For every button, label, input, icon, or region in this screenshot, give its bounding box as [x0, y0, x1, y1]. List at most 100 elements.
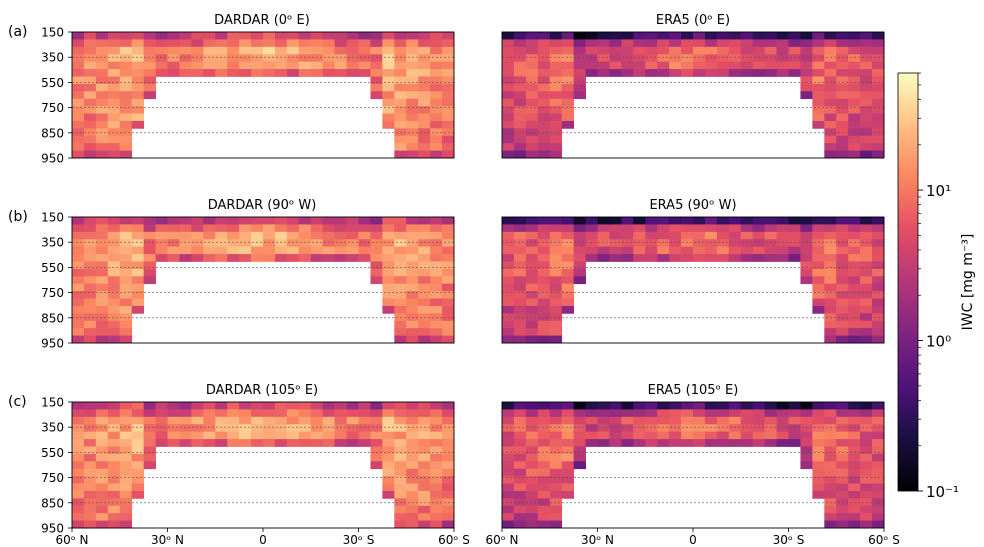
heatmap-cell	[72, 402, 85, 410]
heatmap-cell	[872, 224, 885, 233]
heatmap-cell	[418, 61, 431, 70]
heatmap-cell	[382, 446, 395, 455]
heatmap-cell	[848, 505, 861, 514]
heatmap-cell	[119, 513, 133, 521]
heatmap-cell	[394, 98, 407, 107]
heatmap-cell	[502, 106, 515, 114]
heatmap-cell	[382, 468, 395, 477]
heatmap-cell	[346, 246, 359, 255]
heatmap-cell	[72, 128, 85, 137]
heatmap-cell	[346, 231, 359, 240]
heatmap-cell	[95, 135, 109, 144]
heatmap-cell	[131, 61, 145, 70]
heatmap-cell	[227, 246, 240, 255]
heatmap-cell	[406, 453, 419, 462]
heatmap-cell	[812, 483, 825, 492]
title-dardar-105e: DARDAR (105ᵒ E)	[206, 383, 318, 398]
heatmap-cell	[752, 246, 766, 255]
heatmap-cell	[107, 128, 121, 137]
heatmap-cell	[274, 217, 288, 225]
heatmap-cell	[310, 231, 324, 240]
heatmap-cell	[561, 409, 575, 418]
heatmap-cell	[561, 461, 575, 470]
heatmap-cell	[860, 424, 873, 433]
heatmap-cell	[179, 254, 192, 262]
heatmap-cell	[358, 224, 371, 233]
heatmap-cell	[836, 32, 849, 40]
heatmap-cell	[609, 424, 622, 433]
heatmap-cell	[131, 69, 145, 77]
heatmap-cell	[191, 246, 204, 255]
heatmap-cell	[72, 490, 85, 499]
heatmap-cell	[430, 520, 443, 529]
heatmap-cell	[609, 239, 622, 248]
heatmap-cell	[549, 239, 563, 248]
heatmap-cell	[107, 298, 121, 307]
heatmap-cell	[310, 239, 324, 248]
heatmap-cell	[693, 239, 706, 248]
heatmap-cell	[131, 291, 145, 299]
heatmap-cell	[848, 424, 861, 433]
heatmap-cell	[131, 461, 145, 470]
heatmap-cell	[119, 46, 133, 55]
heatmap-cell	[836, 305, 849, 314]
heatmap-cell	[418, 328, 431, 336]
heatmap-cell	[549, 446, 563, 455]
heatmap-cell	[286, 416, 300, 425]
heatmap-cell	[752, 224, 766, 233]
heatmap-cell	[848, 61, 861, 70]
heatmap-cell	[549, 217, 563, 225]
heatmap-cell	[406, 461, 419, 470]
heatmap-cell	[107, 490, 121, 499]
heatmap-cell	[155, 246, 168, 255]
heatmap-panel-1-0	[71, 216, 455, 344]
heatmap-cell	[430, 120, 443, 129]
heatmap-cell	[561, 83, 575, 92]
heatmap-cell	[824, 320, 837, 329]
heatmap-cell	[167, 54, 180, 63]
heatmap-cell	[502, 217, 515, 225]
heatmap-cell	[119, 32, 133, 40]
heatmap-cell	[513, 239, 527, 248]
heatmap-cell	[155, 217, 168, 225]
heatmap-cell	[657, 69, 670, 77]
heatmap-cell	[549, 113, 563, 122]
heatmap-cell	[776, 246, 789, 255]
heatmap-cell	[394, 69, 407, 77]
heatmap-cell	[358, 402, 371, 410]
heatmap-cell	[131, 239, 145, 248]
heatmap-cell	[645, 424, 658, 433]
heatmap-cell	[502, 520, 515, 529]
heatmap-cell	[549, 91, 563, 100]
heatmap-cell	[215, 431, 228, 440]
heatmap-cell	[776, 254, 789, 262]
heatmap-cell	[561, 424, 575, 433]
heatmap-cell	[537, 476, 551, 484]
heatmap-cell	[179, 54, 192, 63]
heatmap-cell	[609, 402, 622, 410]
heatmap-cell	[549, 83, 563, 92]
heatmap-cell	[860, 446, 873, 455]
heatmap-cell	[657, 61, 670, 70]
heatmap-cell	[764, 217, 777, 225]
heatmap-cell	[442, 69, 455, 77]
heatmap-cell	[561, 276, 575, 285]
heatmap-cell	[442, 150, 455, 159]
heatmap-cell	[860, 498, 873, 507]
heatmap-cell	[310, 402, 324, 410]
heatmap-cell	[549, 313, 563, 322]
heatmap-cell	[549, 453, 563, 462]
heatmap-cell	[513, 91, 527, 100]
heatmap-cell	[525, 69, 539, 77]
heatmap-cell	[681, 239, 694, 248]
heatmap-cell	[872, 91, 885, 100]
heatmap-cell	[549, 305, 563, 314]
heatmap-cell	[418, 54, 431, 63]
heatmap-cell	[167, 32, 180, 40]
heatmap-cell	[740, 39, 754, 48]
heatmap-cell	[621, 409, 634, 418]
heatmap-cell	[274, 69, 288, 77]
heatmap-cell	[860, 283, 873, 292]
heatmap-cell	[322, 402, 336, 410]
heatmap-cell	[418, 424, 431, 433]
